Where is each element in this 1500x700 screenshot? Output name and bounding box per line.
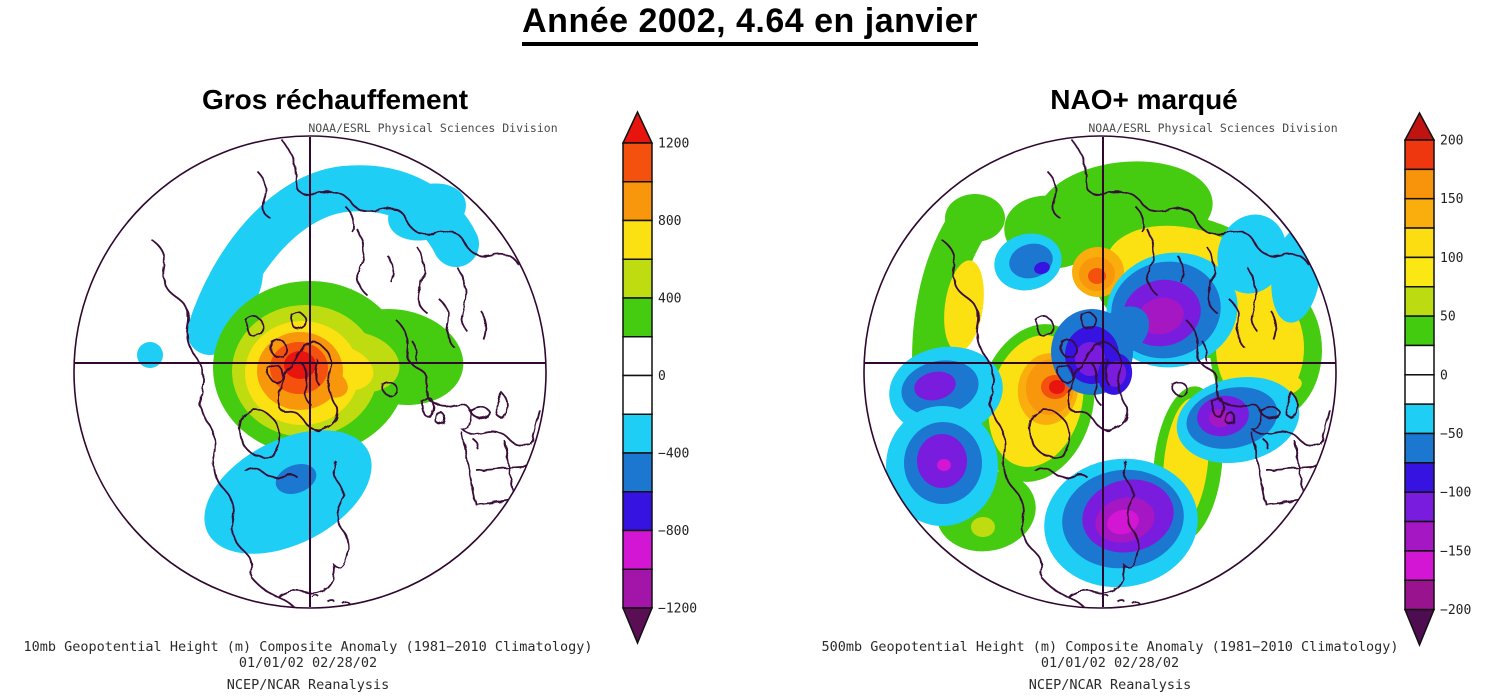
colorbar-segment	[1404, 344, 1435, 376]
right-caption-block: 500mb Geopotential Height (m) Composite …	[802, 639, 1418, 693]
left-colorbar: 1200 800 400 0 −400 −800 −1200	[621, 110, 697, 645]
colorbar-segment	[622, 297, 653, 338]
colorbar-segment	[1404, 462, 1435, 493]
caption-source: NCEP/NCAR Reanalysis	[226, 677, 390, 693]
colorbar-segment	[1404, 168, 1435, 200]
colorbar-segment	[1404, 579, 1435, 611]
colorbar-tick-label: 200	[1440, 134, 1463, 149]
colorbar-arrow-top	[1403, 111, 1436, 141]
colorbar-segment	[622, 374, 653, 415]
colorbar-segment	[1404, 432, 1435, 464]
colorbar-segment	[1404, 197, 1435, 229]
warm-anomaly-polar	[213, 281, 464, 455]
colorbar-segment	[1404, 491, 1435, 523]
colorbar-segment	[1404, 315, 1435, 347]
colorbar-tick-label: −400	[658, 447, 689, 462]
colorbar-segment	[622, 181, 653, 222]
colorbar-segment	[622, 529, 653, 570]
right-panel-title: NAO+ marqué	[1050, 84, 1238, 115]
caption-variable: 500mb Geopotential Height (m) Composite …	[821, 639, 1399, 655]
colorbar-segment	[1404, 550, 1435, 581]
caption-variable: 10mb Geopotential Height (m) Composite A…	[23, 639, 593, 655]
colorbar-segment	[1404, 286, 1435, 317]
left-caption-block: 10mb Geopotential Height (m) Composite A…	[0, 639, 616, 693]
page-title: Année 2002, 4.64 en janvier	[522, 2, 978, 46]
cold-spot-pacific	[137, 342, 163, 368]
colorbar-arrow-bottom	[621, 607, 654, 645]
colorbar-segment	[622, 452, 653, 493]
colorbar-arrow-top	[621, 110, 654, 144]
colorbar-segment	[622, 491, 653, 532]
caption-source: NCEP/NCAR Reanalysis	[1028, 677, 1192, 693]
right-colorbar: 200 150 100 50 0 −50 −100 −150 −200	[1403, 111, 1471, 647]
left-anomaly-fills	[137, 165, 479, 554]
colorbar-tick-label: 0	[658, 369, 666, 384]
colorbar-tick-label: −1200	[658, 602, 697, 617]
colorbar-tick-label: 0	[1440, 368, 1448, 383]
colorbar-segment	[1404, 139, 1435, 171]
map-boundary-circle	[863, 135, 1337, 609]
colorbar-tick-label: −800	[658, 524, 689, 539]
colorbar-tick-label: 1200	[658, 137, 689, 152]
colorbar-segment	[1404, 227, 1435, 259]
colorbar-segment	[1404, 256, 1435, 288]
caption-dates: 01/01/02 02/28/02	[1040, 655, 1180, 671]
right-map-figure	[863, 135, 1337, 609]
colorbar-segment	[622, 413, 653, 454]
right-noaa-credit: NOAA/ESRL Physical Sciences Division	[1088, 121, 1338, 135]
colorbar-segment	[622, 219, 653, 260]
warm-core-arctic	[1072, 247, 1124, 297]
colorbar-tick-label: 150	[1440, 192, 1463, 207]
map-boundary-circle	[73, 135, 547, 609]
colorbar-segment	[622, 336, 653, 377]
colorbar-segment	[622, 258, 653, 299]
left-map-figure	[73, 135, 547, 609]
colorbar-segment	[622, 142, 653, 183]
colorbar-arrow-bottom	[1403, 608, 1436, 647]
left-noaa-credit: NOAA/ESRL Physical Sciences Division	[308, 121, 558, 135]
colorbar-tick-label: 50	[1440, 310, 1456, 325]
colorbar-tick-label: −200	[1440, 603, 1471, 618]
colorbar-segment	[1404, 374, 1435, 405]
colorbar-tick-label: −100	[1440, 486, 1471, 501]
colorbar-tick-label: −50	[1440, 427, 1463, 442]
colorbar-tick-label: 800	[658, 214, 681, 229]
caption-dates: 01/01/02 02/28/02	[238, 655, 378, 671]
colorbar-tick-label: −150	[1440, 544, 1471, 559]
colorbar-segment	[622, 568, 653, 609]
cold-anomaly-usa	[204, 430, 372, 554]
colorbar-segment	[1404, 403, 1435, 435]
left-panel-title: Gros réchauffement	[201, 84, 469, 115]
cold-anomalies	[886, 214, 1321, 588]
main-title-wrap: Année 2002, 4.64 en janvier	[0, 2, 1500, 46]
colorbar-segment	[1404, 520, 1435, 552]
colorbar-tick-label: 400	[658, 292, 681, 307]
colorbar-tick-label: 100	[1440, 251, 1463, 266]
